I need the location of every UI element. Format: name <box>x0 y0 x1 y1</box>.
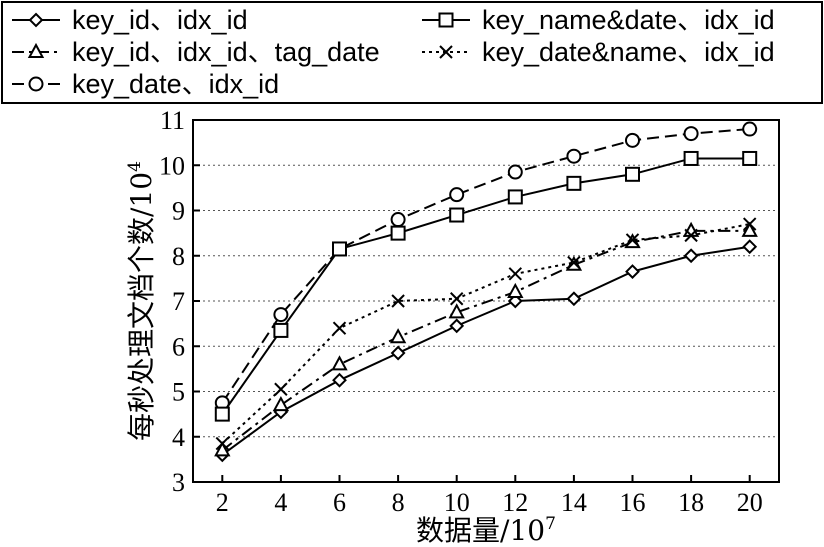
x-tick-label: 2 <box>216 488 229 517</box>
x-axis: 2 4 6 8 10 12 14 16 18 20 <box>216 475 763 517</box>
x-axis-title: 数据量/107 <box>416 514 556 547</box>
data-point <box>214 406 230 422</box>
data-point <box>566 175 582 191</box>
series-line <box>221 128 750 404</box>
x-tick-label: 18 <box>678 488 704 517</box>
series-line <box>221 245 750 456</box>
y-tick-label: 6 <box>172 332 185 361</box>
data-point <box>391 294 405 308</box>
legend-item: key_id、idx_id <box>12 5 248 35</box>
data-point <box>449 187 465 203</box>
data-point <box>449 207 465 223</box>
series-1 <box>214 239 758 463</box>
series-line <box>221 223 750 445</box>
data-point <box>273 322 289 338</box>
data-point <box>684 228 698 243</box>
y-tick-label: 9 <box>172 197 185 226</box>
legend-items: key_id、idx_id key_name&date、idx_id key_id、… <box>12 5 775 99</box>
data-point <box>508 267 523 281</box>
x-tick-label: 4 <box>274 488 287 517</box>
legend-item: key_name&date、idx_id <box>422 5 775 35</box>
legend-item: key_date、idx_id <box>12 69 279 99</box>
y-tick-label: 10 <box>159 151 185 180</box>
series-3 <box>214 121 758 411</box>
data-point <box>390 212 406 228</box>
data-point <box>742 121 758 137</box>
data-point <box>449 318 465 334</box>
series-5 <box>215 217 757 451</box>
legend-item: key_date&name、idx_id <box>422 37 775 67</box>
y-tick-label: 7 <box>172 287 185 316</box>
legend-label: key_date&name、idx_id <box>482 37 775 67</box>
legend-label: key_date、idx_id <box>72 69 279 99</box>
data-point <box>507 293 523 309</box>
x-tick-label: 10 <box>444 488 470 517</box>
data-point <box>625 264 640 280</box>
series-layer <box>214 121 758 463</box>
data-point <box>507 164 523 180</box>
legend-label: key_name&date、idx_id <box>482 5 775 35</box>
x-tick-label: 12 <box>502 488 528 517</box>
y-tick-label: 4 <box>172 423 185 452</box>
plot-frame <box>192 119 780 483</box>
data-point <box>215 436 230 451</box>
y-tick-label: 3 <box>172 468 185 497</box>
y-axis: 3 4 5 6 7 8 9 10 11 <box>159 106 200 497</box>
data-point <box>273 307 289 323</box>
y-axis-title: 每秒处理文档个数/104 <box>125 161 158 441</box>
data-point <box>331 355 348 371</box>
y-tick-label: 8 <box>172 242 185 271</box>
x-tick-label: 20 <box>737 488 763 517</box>
legend-marker <box>28 76 44 92</box>
plot-area: 2 4 6 8 10 12 14 16 18 20 3 4 5 6 7 8 9 10 11 <box>159 106 780 517</box>
data-point <box>507 189 523 205</box>
data-point <box>332 321 347 335</box>
x-tick-label: 6 <box>333 488 346 517</box>
legend: key_id、idx_id key_name&date、idx_id key_id、… <box>1 1 823 104</box>
data-point <box>332 241 347 257</box>
data-point <box>625 166 640 182</box>
data-point <box>741 221 758 237</box>
x-tick-label: 14 <box>561 488 587 517</box>
legend-box <box>1 1 823 104</box>
data-point <box>742 217 757 231</box>
data-point <box>389 328 407 344</box>
data-point <box>274 382 288 396</box>
legend-item: key_id、idx_id、tag_date <box>12 37 380 67</box>
series-4 <box>214 150 758 422</box>
legend-marker <box>438 12 454 28</box>
legend-marker <box>27 42 45 58</box>
data-point <box>272 395 290 412</box>
legend-marker <box>439 45 453 59</box>
data-point <box>742 239 758 255</box>
data-point <box>332 372 347 388</box>
data-point <box>683 150 699 166</box>
data-point <box>625 132 640 148</box>
series-line <box>221 157 750 415</box>
series-2 <box>214 221 758 457</box>
legend-label: key_id、idx_id、tag_date <box>72 37 380 67</box>
data-point <box>683 126 699 142</box>
data-point <box>566 148 582 164</box>
legend-marker <box>28 12 44 28</box>
data-point <box>742 150 758 166</box>
x-tick-label: 16 <box>620 488 646 517</box>
y-tick-label: 5 <box>172 378 185 407</box>
data-point <box>507 282 524 298</box>
data-point <box>390 225 406 241</box>
legend-label: key_id、idx_id <box>72 5 248 35</box>
data-point <box>567 255 581 270</box>
data-point <box>390 345 406 361</box>
data-point <box>449 292 464 306</box>
x-tick-label: 8 <box>392 488 405 517</box>
data-point <box>683 248 699 264</box>
y-tick-label: 11 <box>160 106 185 135</box>
data-point <box>448 303 465 319</box>
series-line <box>221 229 750 452</box>
data-point <box>214 441 231 457</box>
data-point <box>625 233 640 247</box>
data-point <box>566 291 582 307</box>
